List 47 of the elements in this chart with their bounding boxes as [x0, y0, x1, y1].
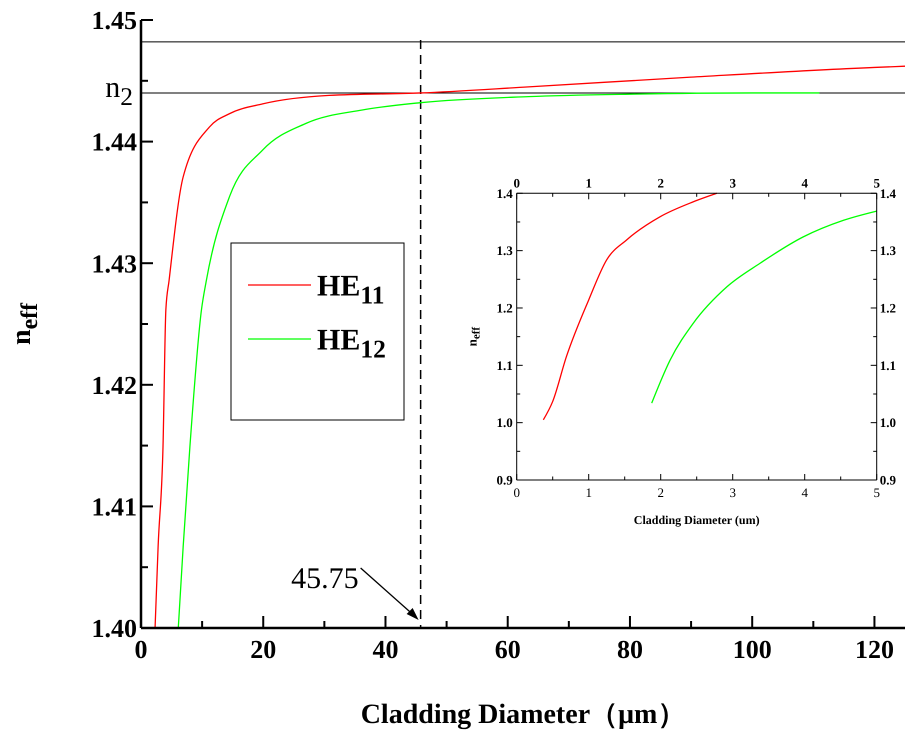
y-tick-label: 1.0: [496, 415, 513, 430]
y2-tick-label: 1.4: [880, 186, 896, 201]
x-tick-label: 2: [657, 175, 664, 190]
x-tick-label: 0: [134, 635, 148, 664]
x-tick-label: 20: [250, 635, 276, 664]
line-series: [651, 210, 878, 404]
x2-tick-label: 4: [801, 485, 808, 500]
y2-tick-label: 1.0: [880, 415, 896, 430]
x-tick-label: 100: [732, 635, 772, 664]
y-tick-label: 1.44: [92, 128, 137, 157]
y2-tick-label: 1.2: [880, 300, 896, 316]
x-tick-label: 1: [585, 175, 592, 190]
y-tick-label: 1.42: [92, 370, 137, 400]
y2-tick-label: 1.3: [880, 243, 896, 258]
y-tick-label: 1.45: [92, 6, 137, 36]
line-series: [178, 92, 820, 629]
x-axis-title: Cladding Diameter（μm）: [360, 699, 686, 730]
y-tick-label: 0.9: [496, 472, 514, 488]
ref-line-label: n$_{2}$: [105, 70, 133, 111]
y-tick-label: 1.40: [92, 614, 137, 644]
x-tick-label: 0: [513, 175, 520, 190]
line-series: [542, 192, 718, 420]
x2-tick-label: 5: [873, 485, 880, 500]
y2-tick-label: 1.1: [880, 358, 896, 373]
y-tick-label: 1.1: [496, 358, 513, 373]
x-tick-label: 60: [494, 635, 521, 664]
y-tick-label: 1.4: [496, 186, 514, 201]
x-tick-label: 5: [873, 175, 880, 190]
y-tick-label: 1.41: [92, 492, 137, 522]
y-tick-label: 1.2: [496, 300, 513, 316]
x-tick-label: 80: [616, 635, 643, 664]
x2-tick-label: 0: [513, 485, 520, 500]
x2-tick-label: 1: [585, 485, 592, 500]
x-tick-label: 4: [801, 175, 808, 190]
y-tick-label: 1.3: [496, 243, 514, 258]
x-tick-label: 40: [372, 635, 398, 664]
line-series: [154, 66, 906, 629]
y2-tick-label: 0.9: [880, 472, 896, 488]
y-tick-label: 1.43: [92, 249, 137, 278]
x-tick-label: 3: [729, 175, 736, 190]
ref-line-label: 45.75: [291, 562, 359, 595]
x-axis-title: Cladding Diameter (um): [634, 513, 760, 527]
legend-label: HE$_{12}$: [317, 324, 386, 364]
x2-tick-label: 2: [657, 485, 664, 500]
x2-tick-label: 3: [729, 485, 736, 500]
legend-label: HE$_{11}$: [317, 270, 384, 310]
x-tick-label: 120: [854, 635, 894, 664]
